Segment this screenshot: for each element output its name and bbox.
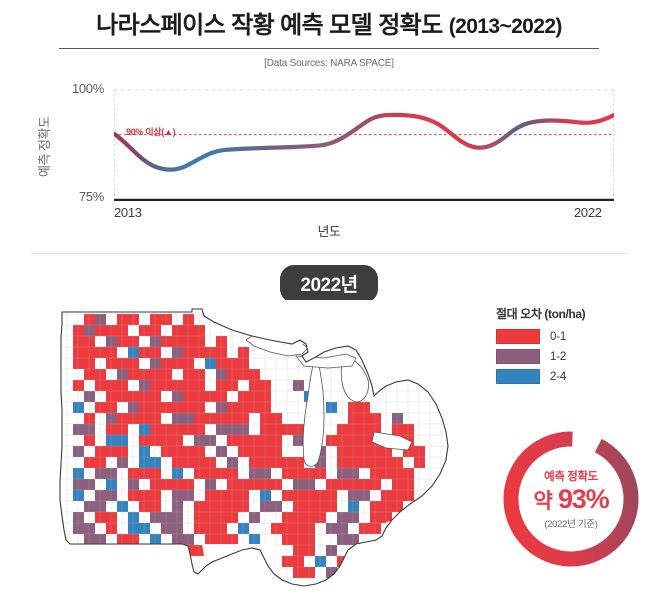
legend-item-1-2[interactable]: 1-2 [496, 349, 585, 364]
legend-swatch-2-4 [496, 369, 540, 384]
legend-item-0-1[interactable]: 0-1 [496, 329, 585, 344]
x-axis-title: 년도 [317, 223, 341, 239]
data-source-subtitle: [Data Sources: NARA SPACE] [264, 57, 394, 69]
page-title-range: (2013~2022) [448, 15, 563, 38]
year-badge: 2022년 [280, 265, 378, 303]
legend-label-1-2: 1-2 [550, 350, 567, 363]
map-region-outline [59, 308, 449, 587]
y-axis-tick-max: 100% [71, 80, 104, 96]
section-divider [30, 253, 628, 254]
accuracy-trend-line [114, 112, 614, 172]
title-divider [59, 47, 599, 49]
map-legend: 절대 오차 (ton/ha) 0-1 1-2 2-4 [496, 305, 586, 389]
accuracy-line-chart: 예측 정확도 100% 75% [0, 80, 658, 239]
y-axis-title: 예측 정확도 [37, 116, 52, 177]
year-badge-container: 2022년 [0, 265, 658, 303]
x-axis-tick-end: 2022 [574, 204, 602, 220]
chart-plot-area [114, 88, 614, 201]
page-title: 나라스페이스 작황 예측 모델 정확도 (2013~2022) [30, 12, 628, 40]
accuracy-donut: 예측 정확도 약 93% (2022년 기준) [496, 424, 646, 574]
header: 나라스페이스 작황 예측 모델 정확도 (2013~2022) [Data So… [0, 0, 658, 69]
page-title-main: 나라스페이스 작황 예측 모델 정확도 [96, 12, 443, 39]
legend-swatch-0-1 [496, 329, 540, 344]
donut-arc [503, 431, 639, 567]
legend-title: 절대 오차 (ton/ha) [496, 307, 586, 321]
corn-belt-error-map [56, 300, 460, 592]
y-axis-tick-min: 75% [78, 188, 104, 204]
threshold-label: 90% 이상(▲) [126, 126, 176, 137]
x-axis-tick-start: 2013 [114, 204, 142, 220]
legend-label-2-4: 2-4 [550, 370, 567, 383]
legend-swatch-1-2 [496, 349, 540, 364]
map-base [56, 300, 460, 592]
legend-label-0-1: 0-1 [550, 330, 567, 343]
legend-item-2-4[interactable]: 2-4 [496, 369, 585, 384]
